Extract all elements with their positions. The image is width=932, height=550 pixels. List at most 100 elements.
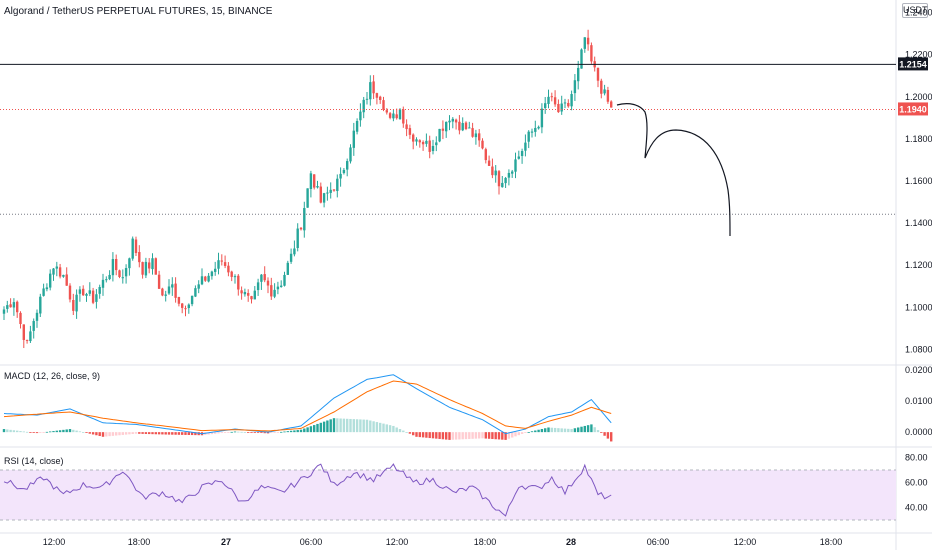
macd-histogram-bar <box>474 432 478 439</box>
macd-histogram-bar <box>39 432 42 433</box>
macd-histogram-bar <box>448 432 451 440</box>
time-tick-label: 18:00 <box>474 537 497 547</box>
macd-histogram-bar <box>12 430 16 433</box>
macd-histogram-bar <box>428 432 431 439</box>
rsi-pane <box>0 463 896 521</box>
candle <box>332 189 336 192</box>
candle <box>405 119 408 137</box>
macd-histogram-bar <box>124 432 128 435</box>
time-tick-label: 18:00 <box>820 537 843 547</box>
price-tick-label: 1.1200 <box>905 260 932 270</box>
macd-histogram-bar <box>355 419 359 433</box>
candle <box>481 138 484 150</box>
macd-histogram-bar <box>491 432 494 440</box>
macd-histogram-bar <box>65 429 68 433</box>
macd-histogram-bar <box>402 430 405 433</box>
candle <box>164 290 167 302</box>
macd-histogram-bar <box>405 432 408 433</box>
candle <box>296 223 299 252</box>
candle <box>392 109 395 122</box>
candle <box>527 130 530 149</box>
candle <box>336 174 339 198</box>
macd-histogram-bar <box>336 418 339 433</box>
macd-histogram-bar <box>511 432 514 438</box>
macd-histogram-bar <box>438 432 441 439</box>
price-pane <box>0 29 896 349</box>
macd-histogram-bar <box>425 432 428 438</box>
candle <box>507 169 511 186</box>
price-badge-1: 1.1940 <box>898 102 928 116</box>
macd-line <box>3 374 612 435</box>
macd-histogram-bar <box>316 423 319 433</box>
macd-histogram-bar <box>517 432 520 436</box>
macd-histogram-bar <box>134 432 138 434</box>
macd-histogram-bar <box>445 432 448 440</box>
macd-histogram-bar <box>6 429 9 433</box>
candle <box>174 277 177 303</box>
candle <box>217 252 220 275</box>
candle <box>603 84 606 96</box>
candle <box>75 289 78 319</box>
candle <box>98 284 101 299</box>
macd-histogram-bar <box>382 423 385 433</box>
macd-histogram-bar <box>365 419 369 433</box>
candle <box>181 302 184 314</box>
macd-histogram-bar <box>115 432 118 436</box>
candle <box>537 125 540 130</box>
candle <box>461 117 464 132</box>
candle <box>2 306 6 321</box>
time-tick-label: 12:00 <box>734 537 757 547</box>
candle <box>247 289 250 302</box>
macd-histogram-bar <box>296 430 299 433</box>
candle <box>134 236 138 256</box>
macd-histogram-bar <box>240 431 243 433</box>
time-tick-label: 27 <box>221 537 231 547</box>
macd-histogram-bar <box>167 432 171 435</box>
candle <box>586 29 590 51</box>
price-tick-label: 1.2400 <box>905 8 932 18</box>
macd-histogram-bar <box>227 432 230 433</box>
macd-histogram-bar <box>118 432 121 436</box>
currency-unit-badge[interactable]: USDT <box>902 3 928 18</box>
candle <box>187 303 190 314</box>
candle <box>550 92 553 102</box>
candle <box>115 254 118 276</box>
macd-histogram-bar <box>431 432 435 439</box>
candle <box>220 254 223 266</box>
candle <box>19 311 22 329</box>
candle <box>577 60 580 90</box>
macd-histogram-bar <box>49 431 52 433</box>
candle <box>540 103 544 134</box>
macd-histogram-bar <box>412 432 415 436</box>
macd-histogram-bar <box>233 431 237 433</box>
candle <box>316 180 319 189</box>
macd-histogram-bar <box>286 431 289 433</box>
candle <box>237 274 240 296</box>
macd-histogram-bar <box>441 432 445 440</box>
candle <box>544 96 547 114</box>
candle <box>583 37 586 53</box>
candle <box>491 158 494 179</box>
macd-histogram-bar <box>596 430 600 433</box>
candle <box>375 92 379 105</box>
rsi-label: RSI (14, close) <box>4 456 64 466</box>
macd-histogram-bar <box>151 432 154 435</box>
candle <box>590 42 593 64</box>
candle <box>161 287 164 297</box>
candle <box>303 201 306 238</box>
candle <box>596 67 600 88</box>
candle <box>85 292 88 302</box>
candle <box>487 155 491 166</box>
macd-histogram-bar <box>464 432 468 440</box>
candle <box>313 174 316 190</box>
macd-histogram-bar <box>530 431 534 433</box>
macd-histogram-bar <box>293 430 296 433</box>
macd-histogram-bar <box>85 432 88 433</box>
candle <box>253 286 256 300</box>
macd-histogram-bar <box>332 418 336 433</box>
macd-histogram-bar <box>580 426 583 433</box>
candle <box>55 261 58 277</box>
macd-histogram-bar <box>501 432 504 440</box>
